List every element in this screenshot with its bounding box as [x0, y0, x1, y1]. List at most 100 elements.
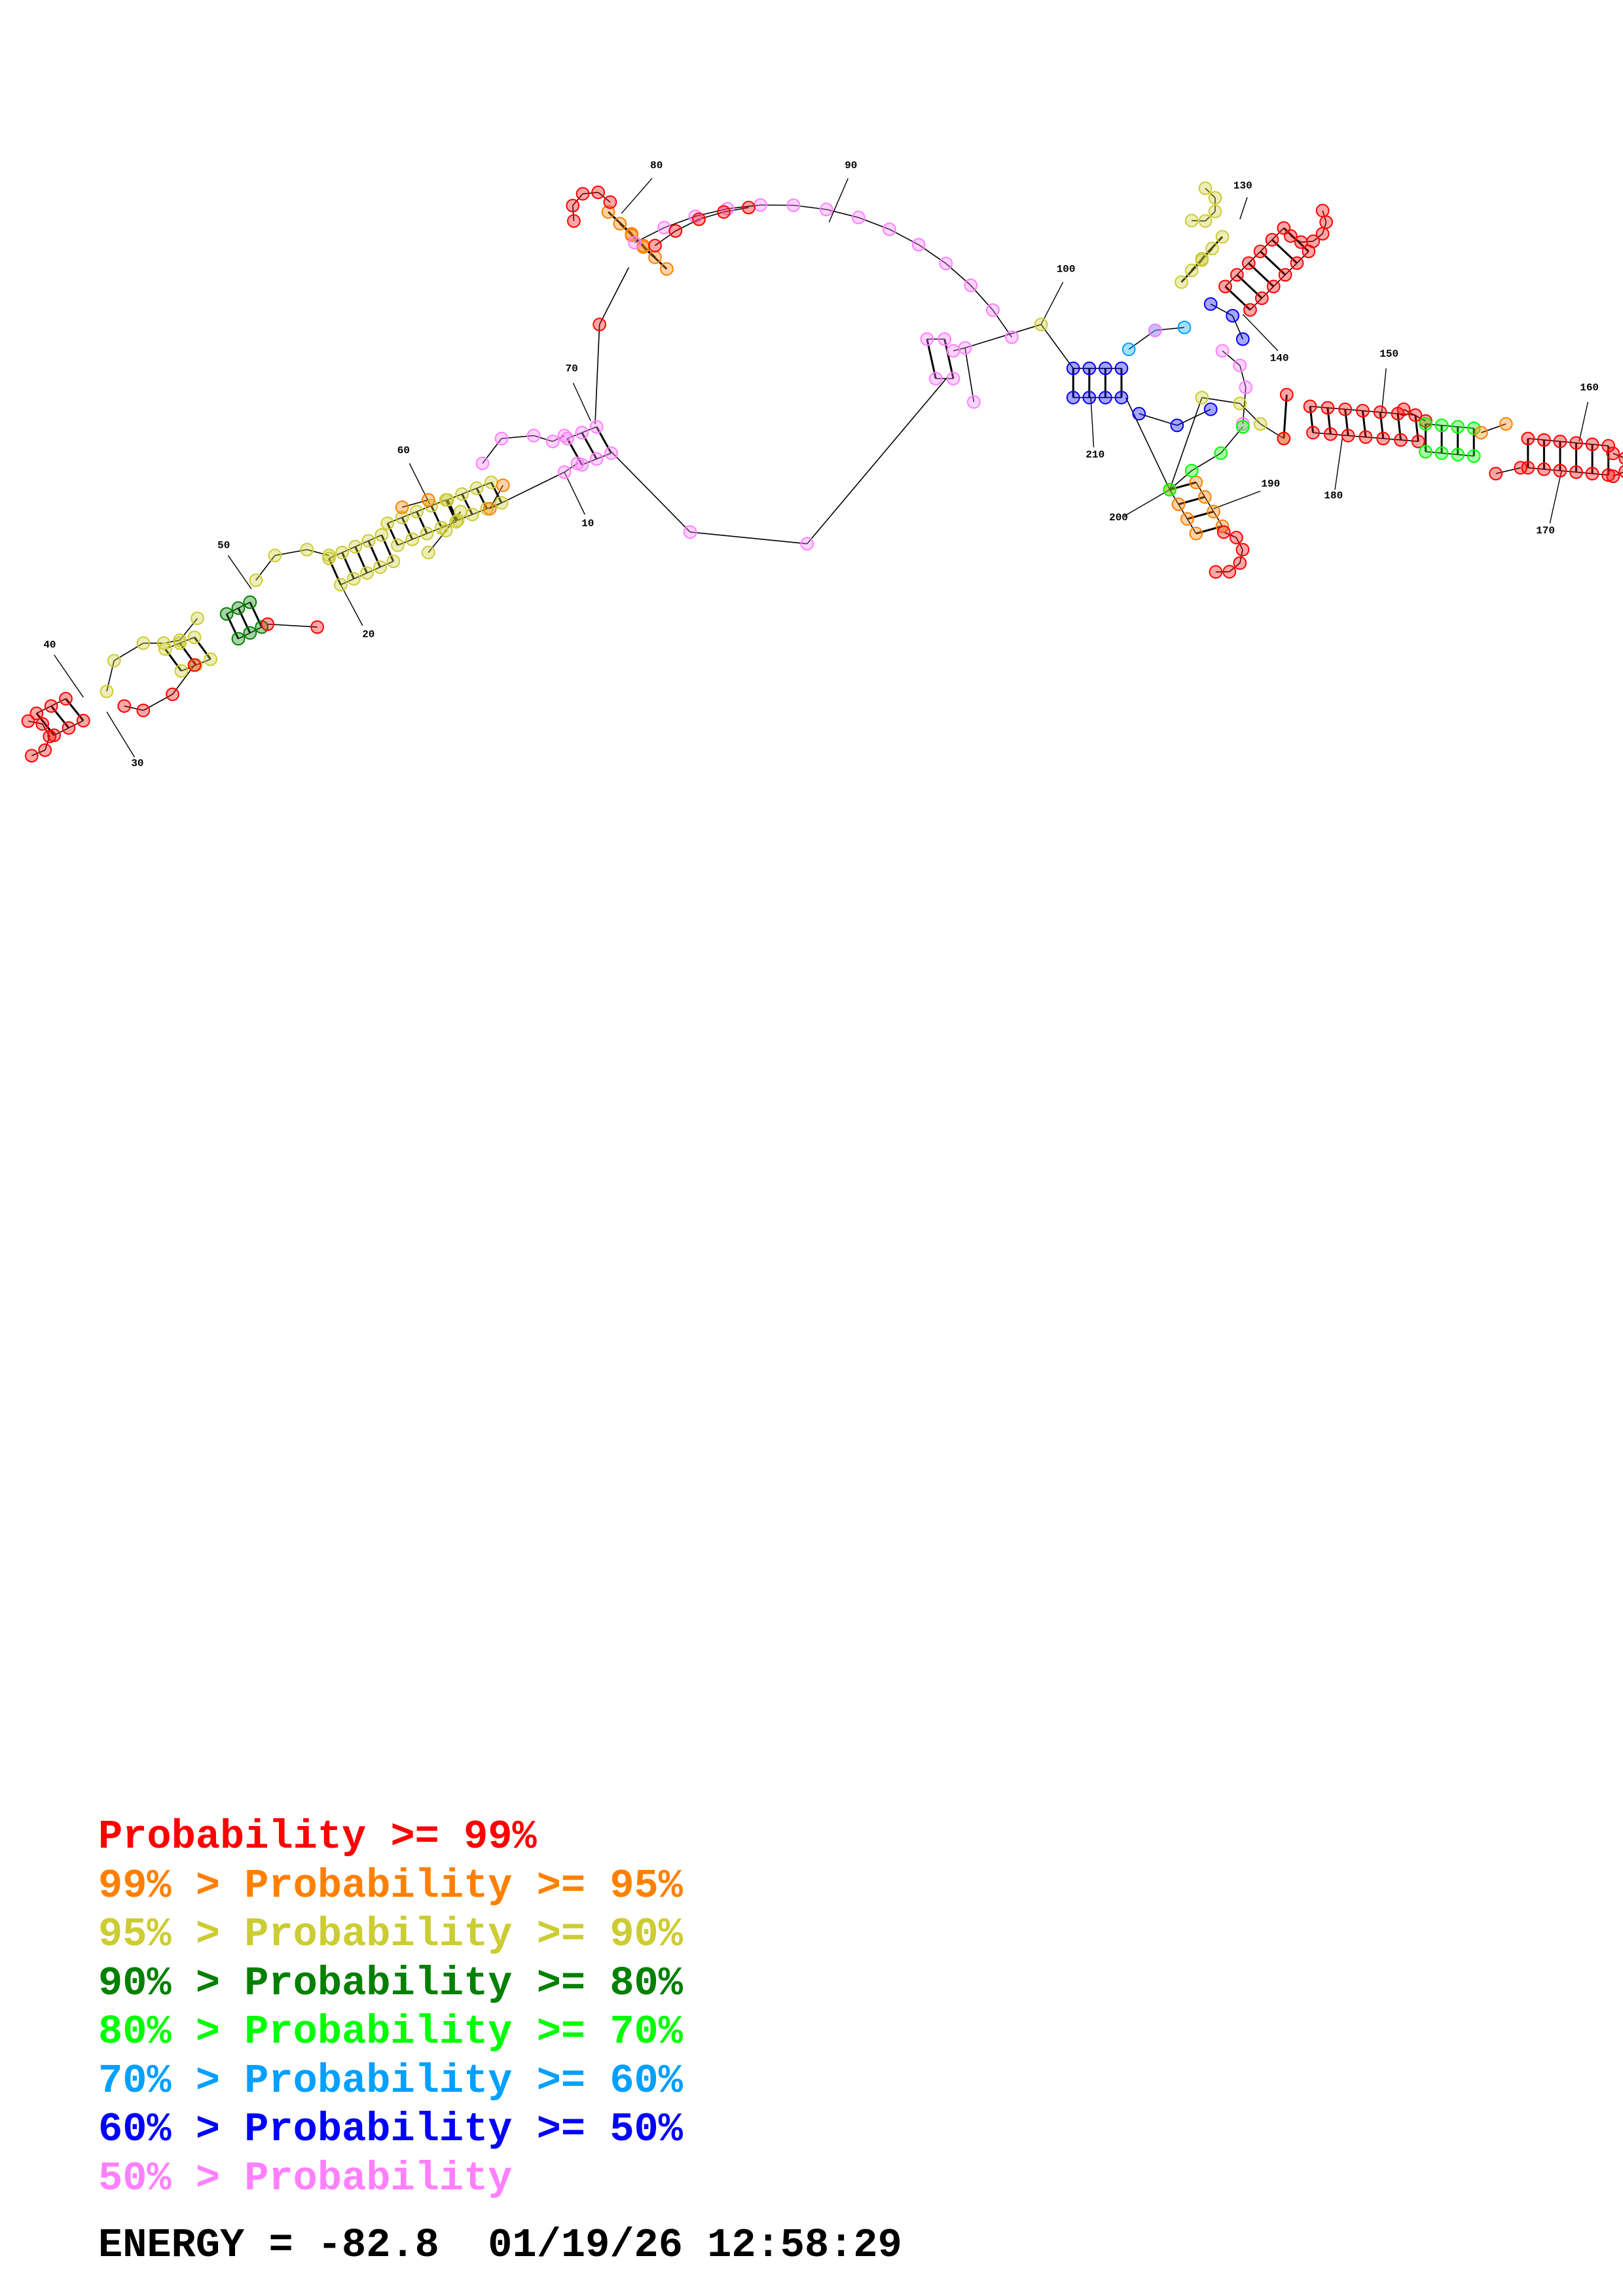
nucleotide-node: [158, 642, 172, 656]
nucleotide-node: [421, 545, 435, 560]
backbone-segment: [1248, 251, 1261, 264]
nucleotide-node: [1235, 332, 1250, 346]
position-tick: [1040, 281, 1064, 325]
backbone-segment: [306, 548, 329, 556]
backbone-segment: [1169, 397, 1203, 490]
backbone-segment: [54, 727, 69, 736]
nucleotide-node: [1189, 475, 1203, 490]
position-tick: [1239, 197, 1248, 220]
backbone-segment: [1400, 439, 1419, 442]
nucleotide-node: [1467, 421, 1481, 435]
nucleotide-node: [391, 538, 405, 552]
backbone-segment: [1527, 438, 1544, 441]
legend-row-plow: 50% > Probability: [98, 2155, 683, 2204]
backbone-segment: [1239, 549, 1243, 564]
nucleotide-node: [575, 187, 590, 201]
nucleotide-node: [1294, 235, 1308, 249]
backbone-segment: [1592, 473, 1609, 476]
legend-label: Probability: [244, 2155, 513, 2202]
backbone-segment: [1040, 324, 1074, 369]
backbone-segment: [675, 219, 699, 232]
backbone-segment: [1224, 274, 1237, 287]
nucleotide-node: [604, 446, 618, 460]
backbone-segment: [1231, 315, 1244, 340]
nucleotide-node: [475, 456, 490, 471]
nucleotide-node: [1216, 525, 1231, 539]
backbone-segment: [807, 376, 948, 545]
position-tick-lines: [54, 178, 1589, 758]
nucleotide-node: [76, 713, 90, 728]
position-tick: [572, 382, 591, 422]
nucleotide-node: [920, 332, 934, 346]
backbone-segment: [124, 705, 144, 711]
energy-readout: ENERGY = -82.8 01/19/26 12:58:29: [98, 2222, 902, 2269]
nucleotide-node: [964, 278, 978, 293]
backbone-segment: [267, 623, 318, 628]
base-pair-line: [50, 705, 70, 729]
nucleotide-node: [117, 699, 132, 713]
backbone-segment: [1239, 403, 1261, 425]
nucleotide-node: [1132, 406, 1146, 421]
legend-label: Probability >= 90%: [244, 1911, 683, 1958]
nucleotide-node: [1215, 230, 1230, 244]
nucleotide-node: [166, 687, 179, 702]
backbone-segment: [50, 698, 66, 707]
nucleotide-node: [35, 717, 50, 731]
position-tick: [106, 711, 136, 758]
backbone-segment: [1365, 436, 1383, 439]
position-tick: [409, 463, 431, 505]
nucleotide-node: [1618, 465, 1623, 478]
nucleotide-node: [1184, 463, 1199, 478]
position-label: 30: [131, 757, 143, 769]
backbone-segment: [1239, 365, 1247, 388]
nucleotide-node: [1184, 263, 1199, 278]
base-pair-line: [1187, 511, 1214, 520]
base-pair-line: [35, 712, 55, 736]
nucleotide-node: [613, 217, 627, 231]
nucleotide-node: [986, 303, 1000, 317]
nucleotide-node: [373, 560, 388, 574]
base-pair-line: [416, 511, 428, 534]
nucleotide-node: [335, 545, 349, 560]
nucleotide-node: [1233, 397, 1247, 410]
backbone-segment: [416, 505, 432, 512]
nucleotide-node: [1215, 344, 1230, 358]
nucleotide-node: [1034, 317, 1048, 332]
backbone-segment: [1195, 482, 1205, 497]
nucleotide-node: [1214, 446, 1228, 460]
position-label: 190: [1261, 478, 1280, 490]
backbone-segment: [472, 508, 487, 515]
nucleotide-node: [395, 500, 409, 514]
backbone-segment: [1229, 562, 1241, 573]
backbone-segment: [609, 450, 691, 533]
backbone-segment: [1330, 433, 1349, 437]
backbone-segment: [27, 720, 43, 725]
backbone-segment: [482, 438, 502, 464]
legend-label: Probability >= 99%: [98, 1814, 537, 1860]
nucleotide-node: [347, 572, 361, 586]
nucleotide-node: [657, 221, 671, 235]
nucleotide-node: [395, 511, 409, 524]
nucleotide-node: [958, 341, 972, 355]
backbone-segment: [1313, 432, 1331, 435]
backbone-segment: [1128, 330, 1156, 350]
nucleotide-node: [1569, 436, 1583, 450]
nucleotide-node: [1254, 291, 1269, 305]
nucleotide-node: [1266, 279, 1281, 294]
backbone-segment: [367, 566, 380, 574]
backbone-segment: [1441, 425, 1458, 427]
base-pair-line: [430, 505, 443, 528]
position-tick: [1381, 368, 1387, 412]
base-pair-line: [1396, 413, 1402, 440]
legend-label: Probability >= 80%: [244, 1960, 683, 2007]
nucleotide-node: [439, 524, 453, 538]
base-pair-line: [1178, 495, 1205, 505]
nucleotide-node: [310, 620, 325, 634]
nucleotide-node: [1303, 399, 1317, 414]
backbone-segment: [690, 531, 807, 545]
nucleotide-node: [405, 532, 420, 547]
backbone-segment: [68, 720, 84, 728]
backbone-segment: [1457, 454, 1474, 457]
position-tick: [564, 472, 585, 515]
nucleotide-node: [1319, 215, 1334, 229]
